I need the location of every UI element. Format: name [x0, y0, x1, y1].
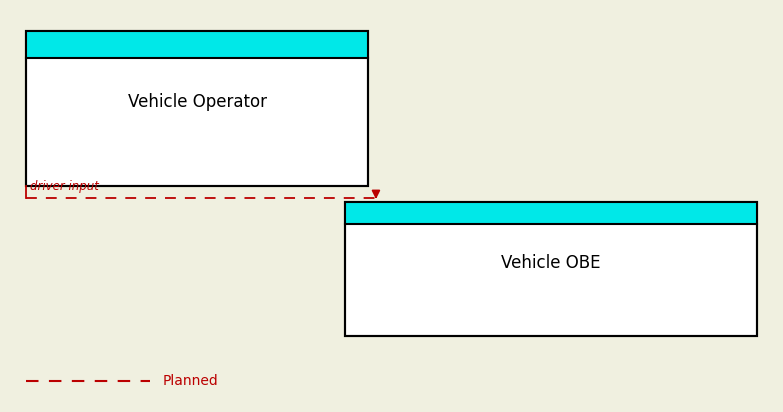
Text: Vehicle OBE: Vehicle OBE — [501, 255, 601, 272]
Bar — [26, 31, 368, 186]
Text: driver input: driver input — [30, 180, 99, 192]
Bar — [345, 202, 757, 336]
Bar — [26, 31, 368, 58]
Bar — [26, 31, 368, 186]
Text: Planned: Planned — [162, 374, 218, 388]
Bar — [345, 202, 757, 224]
Text: Vehicle Operator: Vehicle Operator — [128, 94, 267, 112]
Bar — [345, 202, 757, 336]
